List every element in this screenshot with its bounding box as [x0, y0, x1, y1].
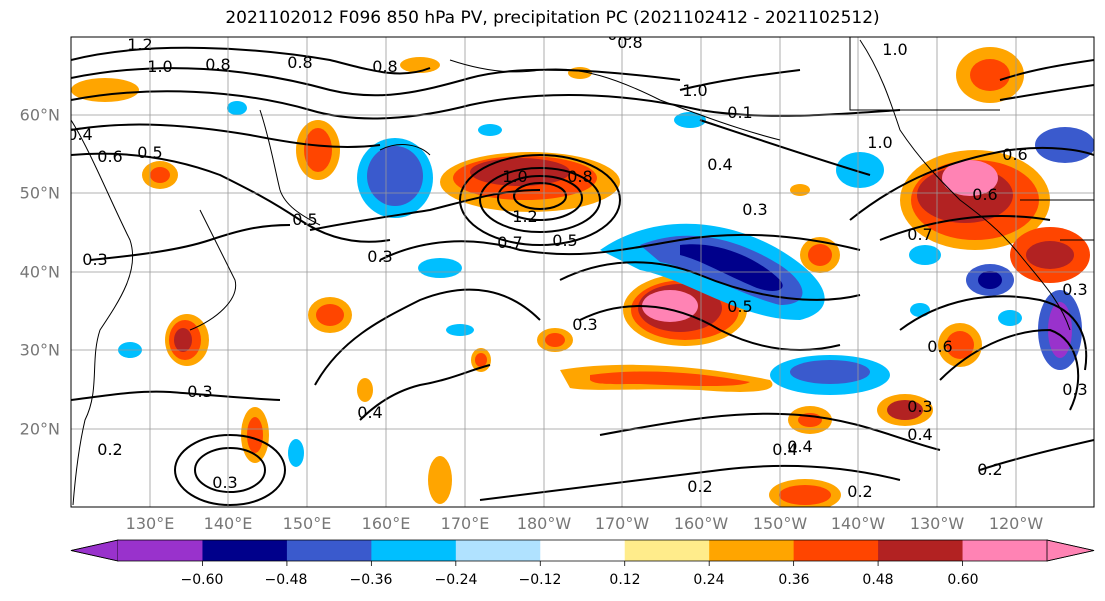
- contour-label: 0.3: [367, 247, 392, 266]
- colorbar-tick-label: −0.24: [434, 572, 478, 588]
- lat-label-20n: 20°N: [19, 419, 60, 439]
- colorbar-tick-label: −0.60: [180, 572, 224, 588]
- lon-label-120w: 120°W: [988, 514, 1044, 533]
- lon-label-130w: 130°W: [909, 514, 965, 533]
- lon-label-150e: 150°E: [282, 514, 332, 533]
- contour-label: 0.2: [977, 460, 1002, 479]
- contour-label: 0.3: [212, 473, 237, 492]
- contour-label: 1.0: [502, 167, 527, 186]
- contour-label: 0.8: [372, 57, 397, 76]
- colorbar-tick-label: −0.12: [518, 572, 562, 588]
- colorbar: [70, 539, 1095, 566]
- contour-label: 0.3: [572, 315, 597, 334]
- contour-label: 0.7: [907, 225, 932, 244]
- colorbar-tick-label: 0.12: [609, 572, 641, 588]
- colorbar-swatch: [962, 540, 1048, 561]
- contour-label: 0.4: [772, 440, 797, 459]
- contour-label: 0.6: [972, 185, 997, 204]
- contour-label: 0.8: [607, 25, 632, 44]
- contour-label: 0.5: [292, 210, 317, 229]
- colorbar-swatch: [455, 540, 541, 561]
- lon-label-170e: 170°E: [440, 514, 490, 533]
- contour-label: 0.8: [287, 53, 312, 72]
- contour-label: 0.4: [787, 437, 812, 456]
- colorbar-extend-high: [1046, 539, 1095, 562]
- contour-label: 1.0: [147, 57, 172, 76]
- contour-label: 0.4: [707, 155, 732, 174]
- colorbar-swatch: [286, 540, 372, 561]
- lon-label-160e: 160°E: [361, 514, 411, 533]
- map-title: 2021102012 F096 850 hPa PV, precipitatio…: [225, 8, 880, 28]
- contour-label: 0.4: [357, 403, 382, 422]
- contour-labels: 1.21.0 0.8 0.8 0.80.81.01.00.40.6 0.50.30.50…: [67, 25, 1088, 501]
- contour-label: 0.5: [137, 143, 162, 162]
- colorbar-swatch: [878, 540, 964, 561]
- lon-label-130e: 130°E: [125, 514, 175, 533]
- map-frame: [70, 36, 1095, 508]
- contour-label: 0.8: [617, 33, 642, 52]
- colorbar-tick-label: −0.48: [264, 572, 308, 588]
- colorbar-swatch: [118, 540, 203, 561]
- colorbar-swatch: [371, 540, 457, 561]
- contour-label: 0.3: [907, 397, 932, 416]
- colorbar-extend-low: [70, 539, 119, 562]
- colorbar-tick-label: 0.48: [862, 572, 894, 588]
- contour-label: 0.2: [97, 440, 122, 459]
- colorbar-tick-label: 0.60: [947, 572, 979, 588]
- coastlines: [71, 37, 1094, 506]
- contour-label: 0.7: [497, 233, 522, 252]
- contour-label: 0.3: [187, 382, 212, 401]
- contour-label: 0.2: [687, 477, 712, 496]
- map-gridlines: [71, 37, 1094, 507]
- lat-label-60n: 60°N: [19, 105, 60, 125]
- colorbar-swatch: [202, 540, 288, 561]
- contour-label: 0.3: [742, 200, 767, 219]
- contour-label: 0.4: [67, 125, 92, 144]
- pv-contours: [71, 46, 1094, 506]
- contour-label: 0.6: [1002, 145, 1027, 164]
- contour-label: 1.2: [512, 207, 537, 226]
- contour-label: 0.8: [567, 167, 592, 186]
- colorbar-tick-label: −0.36: [349, 572, 393, 588]
- lon-label-170w: 170°W: [594, 514, 650, 533]
- contour-label: 1.0: [882, 40, 907, 59]
- contour-label: 0.4: [907, 425, 932, 444]
- contour-label: 0.6: [97, 147, 122, 166]
- contour-label: 0.8: [205, 55, 230, 74]
- lon-label-140w: 140°W: [830, 514, 886, 533]
- contour-label: 0.1: [727, 103, 752, 122]
- contour-label: 0.6: [927, 337, 952, 356]
- contour-label: 0.3: [82, 250, 107, 269]
- colorbar-swatch: [624, 540, 710, 561]
- lon-label-140e: 140°E: [203, 514, 253, 533]
- contour-label: 0.5: [727, 297, 752, 316]
- contour-label: 1.0: [867, 133, 892, 152]
- colorbar-tick-label: 0.24: [693, 572, 725, 588]
- lon-label-150w: 150°W: [752, 514, 808, 533]
- colorbar-tick-label: 0.36: [778, 572, 810, 588]
- contour-label: 1.0: [682, 81, 707, 100]
- contour-label: 0.5: [552, 231, 577, 250]
- lat-label-50n: 50°N: [19, 183, 60, 203]
- contour-label: 0.3: [1062, 380, 1087, 399]
- colorbar-swatch: [709, 540, 795, 561]
- contour-label: 0.3: [1062, 280, 1087, 299]
- colorbar-frame: [70, 539, 1095, 562]
- lat-label-40n: 40°N: [19, 262, 60, 282]
- colorbar-swatch: [793, 540, 879, 561]
- contour-label: 0.2: [847, 482, 872, 501]
- contour-label: 1.2: [127, 35, 152, 54]
- lat-label-30n: 30°N: [19, 340, 60, 360]
- lon-label-160w: 160°W: [673, 514, 729, 533]
- colorbar-swatch: [540, 540, 626, 561]
- lon-label-180w: 180°W: [516, 514, 572, 533]
